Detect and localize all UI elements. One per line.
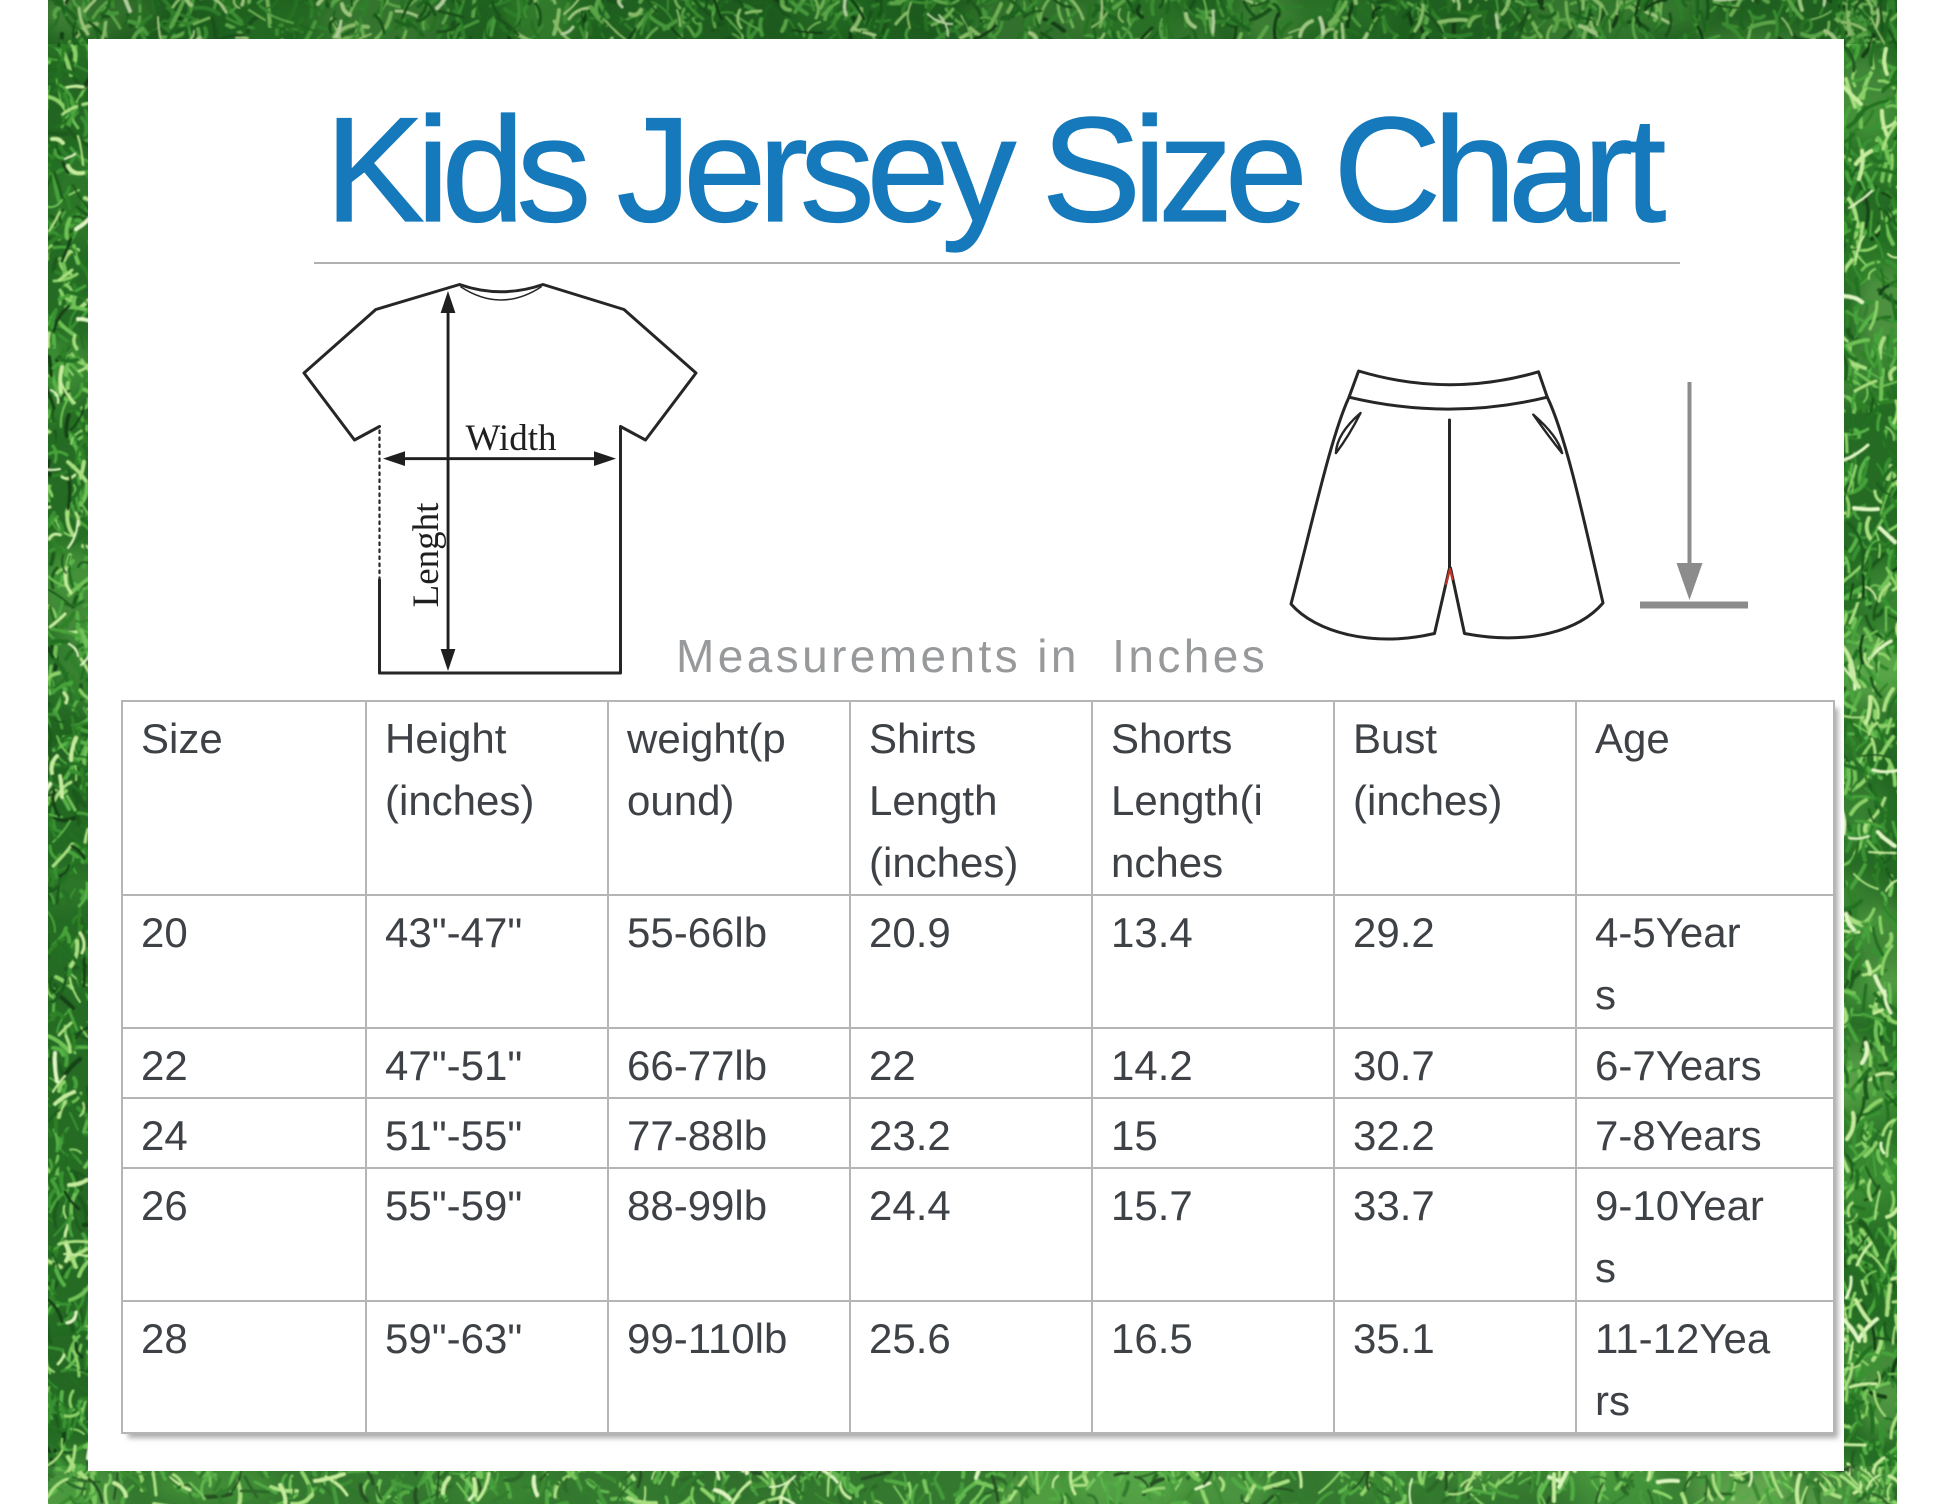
svg-text:Lenght: Lenght — [406, 502, 447, 608]
svg-text:Width: Width — [465, 418, 557, 459]
